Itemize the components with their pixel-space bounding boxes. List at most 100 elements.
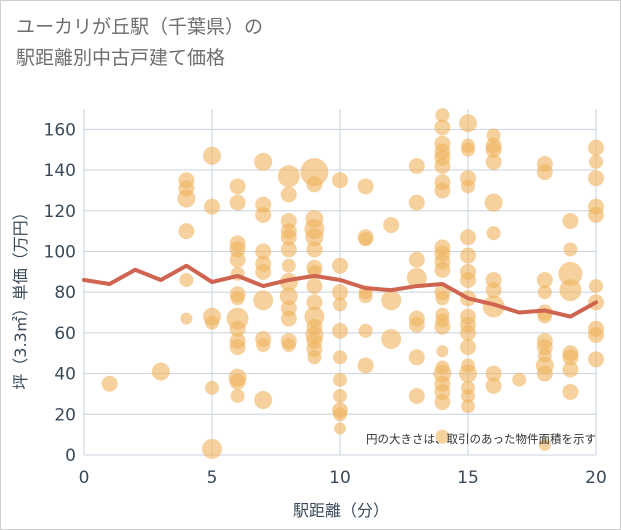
- bubble-point: [434, 318, 451, 335]
- bubble-point: [512, 372, 527, 387]
- bubble-point: [485, 153, 502, 170]
- bubble-point: [381, 328, 402, 349]
- bubble-point: [279, 287, 298, 306]
- bubble-point: [562, 361, 579, 378]
- x-tick-label: 15: [457, 468, 479, 488]
- bubble-point: [358, 232, 373, 247]
- bubble-point: [229, 251, 246, 268]
- tick-labels: 0 5 10 15 20 0 20 40 60 80 100 120 140 160: [44, 120, 607, 488]
- bubble-point: [332, 322, 348, 339]
- x-tick-label: 5: [207, 468, 218, 488]
- bubble-point: [230, 388, 245, 403]
- bubble-point: [485, 377, 502, 394]
- y-tick-label: 100: [44, 242, 76, 262]
- bubble-point: [333, 407, 347, 422]
- bubble-point: [460, 247, 476, 264]
- y-tick-label: 40: [54, 365, 76, 385]
- trend-line-series: [82, 263, 598, 319]
- bubble-point: [333, 350, 347, 365]
- y-axis-label: 坪（3.3㎡）単価（万円）: [11, 204, 30, 389]
- bubble-point: [562, 212, 579, 229]
- y-tick-label: 80: [54, 283, 76, 303]
- bubble-point: [538, 438, 551, 451]
- y-tick-label: 160: [44, 120, 76, 140]
- bubble-point: [253, 290, 274, 311]
- bubble-point: [229, 194, 246, 211]
- y-tick-label: 60: [54, 324, 76, 344]
- bubble-point: [559, 279, 582, 302]
- bubble-point: [205, 380, 219, 395]
- bubble-point: [588, 351, 604, 368]
- bubble-point: [459, 114, 477, 133]
- bubble-point: [408, 316, 425, 333]
- bubble-point: [408, 251, 425, 268]
- y-tick-label: 20: [54, 405, 76, 425]
- bubble-point: [562, 349, 579, 366]
- bubble-point: [280, 241, 297, 258]
- bubble-point: [179, 272, 194, 287]
- bubble-point: [589, 154, 603, 169]
- bubble-point: [280, 310, 297, 327]
- chart-title-line-2: 駅距離別中古戸建て価格: [16, 47, 226, 69]
- bubble-point: [434, 394, 451, 411]
- bubble-point: [255, 206, 272, 223]
- bubble-point: [203, 146, 221, 165]
- bubble-point: [358, 323, 373, 338]
- bubble-point: [486, 226, 501, 241]
- y-tick-label: 140: [44, 161, 76, 181]
- bubble-point: [434, 182, 451, 199]
- bubble-point: [334, 422, 346, 435]
- bubble-point: [461, 399, 475, 414]
- bubble-point: [381, 290, 402, 311]
- bubble-point: [180, 312, 193, 325]
- bubble-point: [461, 388, 475, 403]
- y-tick-label: 120: [44, 202, 76, 222]
- bubble-point: [305, 228, 324, 247]
- bubble-point: [204, 198, 220, 215]
- bubble-point: [536, 365, 553, 382]
- bubble-point: [333, 297, 347, 312]
- bubble-point: [332, 257, 348, 274]
- bubble-point: [332, 284, 348, 301]
- bubble-point: [281, 338, 296, 353]
- bubble-point: [588, 326, 604, 343]
- bubble-point: [357, 178, 374, 195]
- bubble-point: [589, 279, 603, 294]
- bubble-point: [460, 229, 476, 246]
- bubble-point: [306, 176, 323, 193]
- bubble-point: [588, 206, 604, 223]
- bubble-point: [435, 429, 450, 444]
- bubble-point: [460, 339, 476, 356]
- bubble-point: [460, 271, 476, 288]
- bubble-point: [461, 179, 475, 194]
- chart-title-line-1: ユーカリが丘駅（千葉県）の: [16, 16, 264, 38]
- bubble-point: [461, 142, 475, 157]
- bubble-point: [277, 165, 300, 188]
- bubble-point: [254, 152, 273, 171]
- bubble-point: [588, 139, 604, 156]
- average-line: [82, 263, 598, 319]
- x-tick-label: 20: [585, 468, 607, 488]
- bubble-point: [255, 243, 272, 260]
- bubble-point: [434, 261, 451, 278]
- bubble-point: [151, 362, 170, 381]
- bubble-point: [558, 261, 583, 286]
- bubble-point: [408, 194, 425, 211]
- bubble-point: [485, 365, 502, 382]
- bubble-point: [436, 345, 449, 358]
- bubble-point: [459, 364, 477, 383]
- bubble-point: [588, 170, 604, 187]
- bubble-point: [435, 291, 450, 306]
- bubble-point: [563, 242, 578, 257]
- bubble-point: [536, 164, 553, 181]
- bubble-point: [178, 223, 195, 240]
- chart-title: ユーカリが丘駅（千葉県）の 駅距離別中古戸建て価格: [16, 12, 436, 74]
- bubble-point: [485, 282, 502, 299]
- bubble-point: [300, 158, 329, 187]
- bubble-point: [177, 189, 196, 208]
- bubble-point: [306, 278, 323, 295]
- bubble-point: [536, 271, 553, 288]
- bubble-point: [332, 172, 348, 189]
- bubble-point: [255, 263, 272, 280]
